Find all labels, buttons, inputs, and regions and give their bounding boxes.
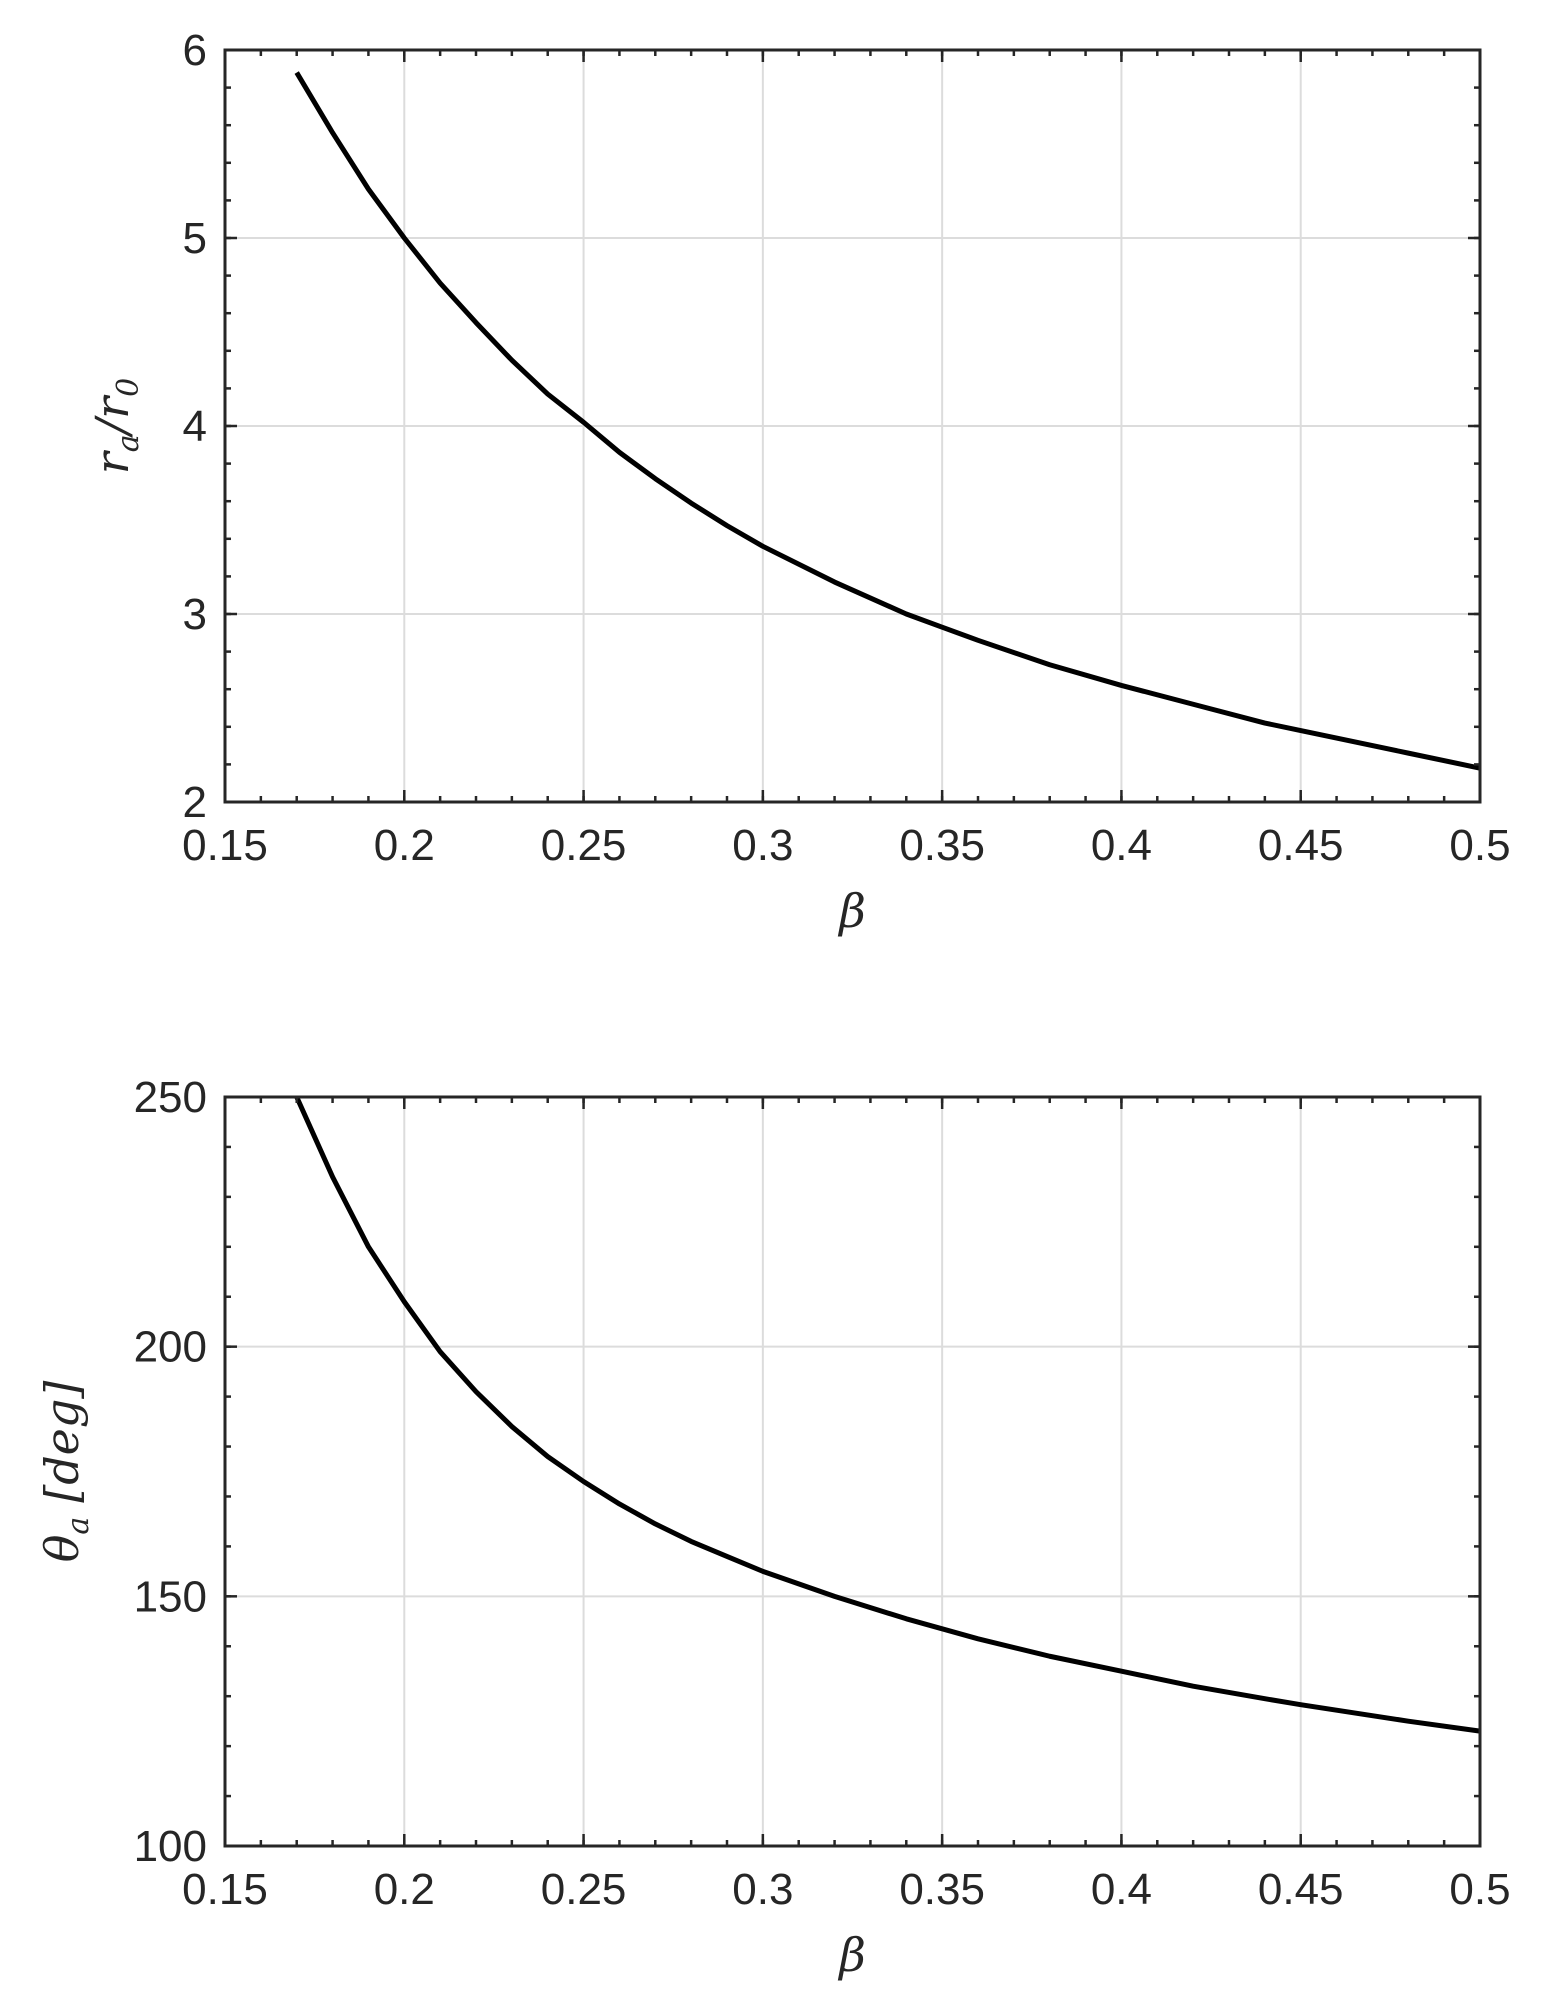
grid-lines	[224, 1096, 1481, 1847]
chart-ra-over-r0: 0.15 0.2 0.25 0.3 0.35 0.4 0.45 0.5 2 3 4 5 6 β ra/…	[85, 26, 1511, 938]
x-tick-label: 0.4	[1091, 821, 1152, 870]
x-tick-labels: 0.15 0.2 0.25 0.3 0.35 0.4 0.45 0.5	[182, 1865, 1510, 1914]
x-tick-label: 0.4	[1091, 1865, 1152, 1914]
x-axis-label: β	[837, 884, 866, 938]
x-tick-label: 0.5	[1449, 1865, 1510, 1914]
y-tick-label: 250	[134, 1073, 207, 1122]
axis-ticks	[223, 1095, 1482, 1848]
y-tick-label: 100	[134, 1822, 207, 1871]
series-line	[294, 1095, 1481, 1734]
y-tick-label: 4	[183, 402, 207, 451]
y-tick-label: 2	[183, 778, 207, 827]
y-axis-label-sub-0: 0	[111, 378, 146, 397]
y-tick-label: 150	[134, 1572, 207, 1621]
x-tick-labels: 0.15 0.2 0.25 0.3 0.35 0.4 0.45 0.5	[182, 821, 1510, 870]
x-tick-label: 0.25	[541, 1865, 627, 1914]
x-tick-label: 0.2	[374, 1865, 435, 1914]
plot-frame	[223, 1095, 1482, 1848]
x-tick-label: 0.35	[899, 821, 985, 870]
y-axis-label-r2: r	[85, 394, 139, 419]
axis-ticks	[223, 48, 1482, 804]
y-axis-label-unit: [deg]	[35, 1381, 89, 1503]
series-line	[294, 71, 1481, 771]
x-tick-label: 0.5	[1449, 821, 1510, 870]
x-tick-label: 0.45	[1258, 821, 1344, 870]
y-axis-label: ra/r0	[85, 378, 146, 474]
x-tick-label: 0.2	[374, 821, 435, 870]
x-tick-label: 0.3	[732, 1865, 793, 1914]
y-axis-label: θa [deg]	[35, 1381, 96, 1563]
x-tick-label: 0.35	[899, 1865, 985, 1914]
y-axis-label-sub-a: a	[111, 434, 146, 452]
y-tick-label: 6	[183, 26, 207, 75]
y-tick-labels: 100 150 200 250	[134, 1073, 207, 1871]
x-tick-label: 0.25	[541, 821, 627, 870]
x-tick-label: 0.3	[732, 821, 793, 870]
grid-lines	[224, 49, 1481, 803]
y-tick-label: 3	[183, 590, 207, 639]
y-axis-label-theta: θ	[35, 1535, 89, 1563]
chart-theta-a: 0.15 0.2 0.25 0.3 0.35 0.4 0.45 0.5 100 150 200 25…	[35, 1073, 1511, 1982]
y-tick-label: 200	[134, 1323, 207, 1372]
x-tick-label: 0.45	[1258, 1865, 1344, 1914]
y-axis-label-r: r	[85, 449, 139, 474]
x-axis-label: β	[837, 1928, 866, 1982]
x-tick-label: 0.15	[182, 821, 268, 870]
y-axis-label-sub-a: a	[61, 1517, 96, 1535]
x-tick-label: 0.15	[182, 1865, 268, 1914]
y-tick-label: 5	[183, 214, 207, 263]
y-tick-labels: 2 3 4 5 6	[183, 26, 207, 827]
